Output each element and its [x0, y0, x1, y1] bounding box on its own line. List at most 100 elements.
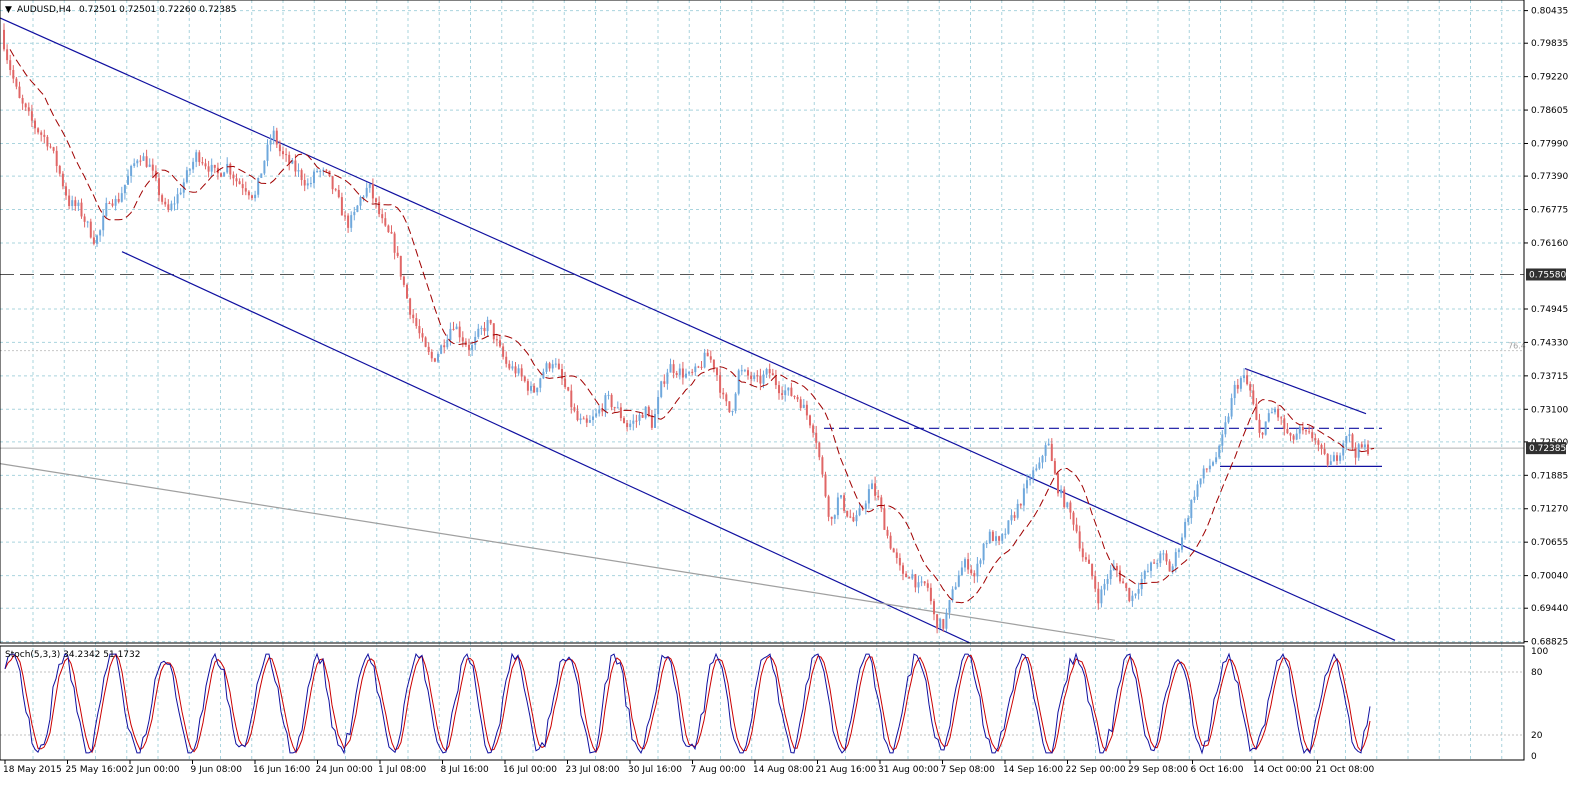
- candle-body[interactable]: [530, 385, 532, 391]
- candle-body[interactable]: [409, 298, 412, 315]
- candle-body[interactable]: [1249, 384, 1252, 391]
- candle-body[interactable]: [750, 375, 753, 379]
- candle-body[interactable]: [781, 393, 784, 396]
- candle-body[interactable]: [526, 381, 529, 391]
- candle-body[interactable]: [1013, 515, 1016, 518]
- candle-body[interactable]: [939, 619, 942, 629]
- candle-body[interactable]: [1342, 443, 1345, 456]
- candle-body[interactable]: [812, 425, 815, 433]
- candle-body[interactable]: [43, 134, 46, 137]
- candle-body[interactable]: [1075, 524, 1078, 532]
- candle-body[interactable]: [1063, 489, 1066, 508]
- candle-body[interactable]: [1131, 595, 1134, 602]
- candle-body[interactable]: [1215, 457, 1218, 463]
- candle-body[interactable]: [991, 531, 994, 541]
- candle-body[interactable]: [18, 86, 21, 98]
- candle-body[interactable]: [647, 406, 650, 416]
- candle-body[interactable]: [1057, 473, 1059, 494]
- candle-body[interactable]: [74, 200, 77, 207]
- candle-body[interactable]: [557, 363, 560, 370]
- candle-body[interactable]: [840, 495, 842, 498]
- candle-body[interactable]: [480, 327, 483, 329]
- candle-body[interactable]: [716, 367, 718, 376]
- candle-body[interactable]: [728, 401, 731, 413]
- candle-body[interactable]: [734, 393, 737, 411]
- candle-body[interactable]: [616, 407, 619, 409]
- candle-body[interactable]: [359, 197, 362, 206]
- candle-body[interactable]: [458, 326, 461, 338]
- candle-body[interactable]: [523, 376, 526, 382]
- candle-body[interactable]: [948, 600, 951, 613]
- candle-body[interactable]: [384, 218, 387, 226]
- candle-body[interactable]: [356, 205, 359, 212]
- candle-body[interactable]: [176, 194, 179, 204]
- candle-body[interactable]: [1094, 576, 1097, 589]
- candle-body[interactable]: [1150, 562, 1152, 571]
- candle-body[interactable]: [864, 503, 867, 509]
- candle-body[interactable]: [226, 163, 229, 173]
- candle-body[interactable]: [210, 164, 213, 172]
- candle-body[interactable]: [1348, 434, 1351, 436]
- candle-body[interactable]: [762, 374, 765, 384]
- candle-body[interactable]: [595, 413, 598, 417]
- candle-body[interactable]: [412, 314, 415, 319]
- candle-body[interactable]: [1196, 484, 1199, 497]
- candle-body[interactable]: [818, 442, 821, 458]
- candle-body[interactable]: [393, 233, 396, 253]
- candle-body[interactable]: [1038, 462, 1041, 469]
- candle-body[interactable]: [40, 132, 43, 135]
- candle-body[interactable]: [387, 225, 390, 233]
- candle-body[interactable]: [607, 394, 610, 396]
- candle-body[interactable]: [322, 169, 325, 171]
- candle-body[interactable]: [774, 375, 777, 386]
- candle-body[interactable]: [985, 543, 988, 545]
- candle-body[interactable]: [1026, 480, 1028, 489]
- candle-body[interactable]: [1298, 426, 1301, 434]
- candle-body[interactable]: [1022, 488, 1025, 506]
- candle-body[interactable]: [895, 552, 898, 558]
- candle-body[interactable]: [263, 160, 266, 174]
- candle-body[interactable]: [936, 614, 939, 629]
- candle-body[interactable]: [468, 344, 470, 350]
- candle-body[interactable]: [1305, 430, 1307, 432]
- candle-body[interactable]: [771, 373, 774, 376]
- candle-body[interactable]: [706, 352, 709, 357]
- candle-body[interactable]: [306, 183, 309, 186]
- candle-body[interactable]: [282, 151, 284, 155]
- candle-body[interactable]: [492, 323, 495, 340]
- candle-body[interactable]: [142, 156, 145, 161]
- candle-body[interactable]: [136, 160, 139, 164]
- candle-body[interactable]: [92, 237, 95, 244]
- candle-body[interactable]: [731, 410, 734, 413]
- candle-body[interactable]: [362, 196, 365, 198]
- candle-body[interactable]: [719, 375, 722, 393]
- candle-body[interactable]: [123, 184, 126, 194]
- candle-body[interactable]: [102, 215, 105, 231]
- candle-body[interactable]: [344, 215, 346, 217]
- candle-body[interactable]: [207, 166, 210, 172]
- candle-body[interactable]: [325, 169, 328, 171]
- candle-body[interactable]: [1301, 426, 1304, 431]
- candle-body[interactable]: [933, 601, 935, 615]
- candle-body[interactable]: [539, 378, 542, 388]
- candle-body[interactable]: [1001, 533, 1004, 541]
- candle-body[interactable]: [871, 483, 873, 490]
- candle-body[interactable]: [1053, 461, 1056, 474]
- candle-body[interactable]: [1236, 384, 1239, 389]
- candle-body[interactable]: [638, 414, 641, 421]
- candle-body[interactable]: [576, 410, 579, 421]
- candle-body[interactable]: [257, 177, 260, 195]
- candle-body[interactable]: [784, 390, 787, 396]
- candle-body[interactable]: [964, 559, 966, 568]
- candle-body[interactable]: [570, 390, 573, 408]
- candle-body[interactable]: [1044, 445, 1047, 456]
- candle-body[interactable]: [926, 583, 929, 588]
- candle-body[interactable]: [331, 176, 334, 190]
- candle-body[interactable]: [778, 385, 780, 394]
- candle-body[interactable]: [229, 163, 232, 175]
- candle-body[interactable]: [867, 489, 870, 504]
- candle-body[interactable]: [520, 368, 523, 377]
- candle-body[interactable]: [1004, 533, 1007, 535]
- candle-body[interactable]: [536, 387, 539, 393]
- candle-body[interactable]: [554, 363, 557, 365]
